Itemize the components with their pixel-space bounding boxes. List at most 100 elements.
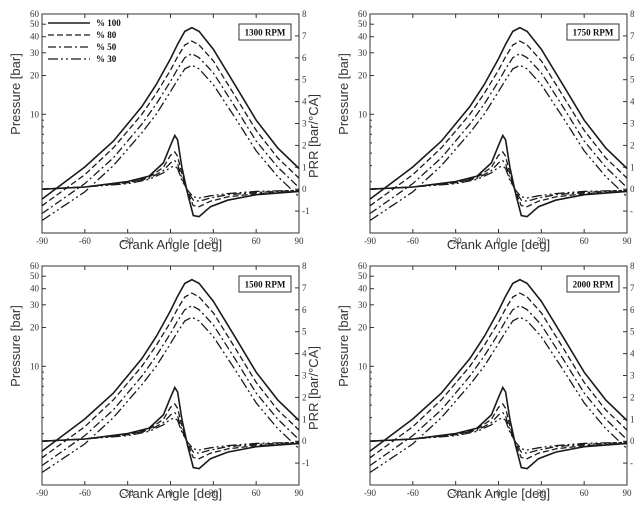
x-tick-label: -90	[36, 236, 48, 246]
plot-frame	[369, 265, 628, 486]
y2-tick-label: 2	[630, 140, 634, 150]
y-tick-label: 50	[30, 271, 40, 281]
y2-tick-label: 2	[302, 140, 307, 150]
rpm-box	[566, 23, 620, 41]
x-tick-label: -30	[122, 236, 134, 246]
y-tick-label: 50	[358, 271, 368, 281]
pressure-line-100	[41, 26, 300, 200]
prr-line-30	[41, 417, 300, 451]
pressure-line-80	[369, 292, 628, 459]
x-tick-label: 90	[623, 236, 633, 246]
y-tick-label: 40	[30, 32, 40, 42]
prr-line-30	[41, 165, 300, 199]
y2-tick-label: 7	[630, 283, 634, 293]
y2-tick-label: 3	[302, 119, 307, 129]
y2-tick-label: 7	[302, 283, 307, 293]
y-tick-label: 10	[358, 361, 368, 371]
x-tick-label: 30	[209, 488, 219, 498]
y-tick-label: 30	[30, 300, 40, 310]
y2-tick-label: 4	[302, 97, 307, 107]
y2-tick-label: 6	[302, 53, 307, 63]
chart-panel-2: -90-60-300306090605040302010876543210-1C…	[336, 9, 634, 252]
y2-tick-label: 1	[630, 162, 634, 172]
y-tick-label: 20	[30, 323, 40, 333]
y-tick-label: 30	[358, 300, 368, 310]
y2-tick-label: 0	[630, 436, 634, 446]
y2-tick-label: 5	[302, 327, 307, 337]
x-tick-label: -60	[407, 236, 419, 246]
y2-tick-label: -1	[302, 206, 310, 216]
y2-tick-label: 7	[630, 31, 634, 41]
y-tick-label: 20	[358, 323, 368, 333]
prr-line-100	[369, 133, 628, 218]
y2-tick-label: 7	[302, 31, 307, 41]
y2-tick-label: 6	[630, 305, 634, 315]
y-tick-label: 30	[358, 48, 368, 58]
y-tick-label: 10	[358, 109, 368, 119]
x-axis-label: Crank Angle [deg]	[119, 486, 222, 501]
legend-label: % 100	[96, 18, 121, 28]
pressure-line-100	[369, 26, 628, 200]
y-tick-label: 10	[30, 361, 40, 371]
y2-tick-label: 2	[630, 392, 634, 402]
prr-line-50	[41, 411, 300, 454]
rpm-box	[566, 275, 620, 293]
prr-line-80	[369, 403, 628, 460]
x-tick-label: 90	[295, 236, 305, 246]
rpm-title: 2000 RPM	[573, 280, 614, 290]
y-axis-label: Pressure [bar]	[8, 53, 23, 135]
rpm-box	[238, 23, 292, 41]
y2-tick-label: 6	[302, 305, 307, 315]
y2-tick-label: 8	[630, 261, 634, 271]
x-tick-label: -60	[407, 488, 419, 498]
x-tick-label: 60	[580, 488, 590, 498]
pressure-line-30	[41, 316, 300, 474]
y-tick-label: 40	[358, 284, 368, 294]
pressure-line-100	[41, 278, 300, 452]
x-tick-label: -90	[364, 236, 376, 246]
x-tick-label: -60	[79, 236, 91, 246]
y2-tick-label: 3	[630, 119, 634, 129]
y-tick-label: 60	[358, 9, 368, 19]
x-tick-label: -30	[450, 488, 462, 498]
y-tick-label: 40	[358, 32, 368, 42]
x-tick-label: 30	[537, 236, 547, 246]
y-tick-label: 50	[30, 19, 40, 29]
y-tick-label: 10	[30, 109, 40, 119]
x-axis-label: Crank Angle [deg]	[119, 237, 222, 252]
y-tick-label: 20	[358, 71, 368, 81]
pressure-line-50	[369, 304, 628, 467]
x-tick-label: 90	[623, 488, 633, 498]
legend-label: % 30	[96, 54, 117, 64]
y-tick-label: 60	[358, 261, 368, 271]
prr-line-80	[41, 403, 300, 460]
chart-panel-4: -90-60-300306090605040302010876543210-1C…	[336, 261, 634, 501]
y2-tick-label: 5	[630, 327, 634, 337]
prr-line-50	[369, 411, 628, 454]
rpm-box	[238, 275, 292, 293]
x-tick-label: 90	[295, 488, 305, 498]
y2-tick-label: 1	[302, 414, 307, 424]
y2-tick-label: 8	[302, 261, 307, 271]
y2-tick-label: -1	[302, 458, 310, 468]
y-axis-label: Pressure [bar]	[8, 305, 23, 387]
x-tick-label: 0	[496, 488, 501, 498]
y2-tick-label: 8	[302, 9, 307, 19]
rpm-title: 1500 RPM	[245, 280, 286, 290]
x-tick-label: 0	[168, 236, 173, 246]
y2-tick-label: 6	[630, 53, 634, 63]
prr-line-100	[41, 385, 300, 470]
plot-frame	[41, 265, 300, 486]
legend-label: % 80	[96, 30, 117, 40]
y2-tick-label: 0	[630, 184, 634, 194]
pressure-line-30	[41, 64, 300, 222]
y2-tick-label: 4	[630, 97, 634, 107]
pressure-line-80	[41, 292, 300, 459]
chart-panel-1: -90 -60 -30 0 30 60 90605040302010876543210-1C…	[8, 9, 321, 252]
y2-tick-label: 1	[302, 162, 307, 172]
y2-tick-label: 0	[302, 436, 307, 446]
prr-line-30	[369, 417, 628, 451]
prr-line-50	[369, 159, 628, 202]
